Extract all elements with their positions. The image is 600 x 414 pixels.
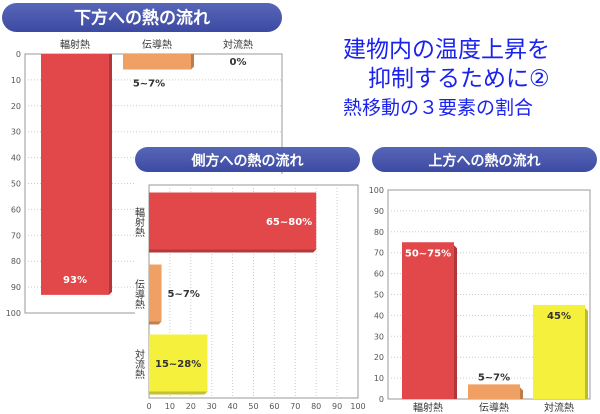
category-label: 輻射熱	[60, 38, 90, 51]
tick-label: 90	[374, 207, 384, 216]
chart-title-pill	[2, 3, 282, 32]
heading-line-3: 熱移動の３要素の割合	[343, 97, 534, 119]
bar-side	[585, 307, 588, 399]
bar	[149, 334, 208, 392]
tick-label: 100	[369, 186, 384, 195]
tick-label: 20	[186, 402, 196, 411]
tick-label: 0	[379, 395, 384, 404]
chart-title: 上方への熱の流れ	[429, 153, 541, 170]
bar	[468, 384, 520, 399]
bar	[123, 54, 191, 70]
bar-side	[109, 54, 112, 295]
value-label: 45%	[547, 311, 571, 322]
chart-title-pill	[372, 147, 597, 172]
value-label: 65~80%	[266, 217, 312, 228]
bar-side	[520, 387, 523, 399]
heading-line-2: 抑制するために②	[368, 66, 550, 92]
tick-label: 20	[11, 102, 21, 111]
bar	[149, 192, 317, 250]
tick-label: 80	[311, 402, 321, 411]
tick-label: 10	[165, 402, 175, 411]
tick-label: 60	[374, 270, 384, 279]
chart-2: 側方への熱の流れ 0 10 20 30 40 50 60 70 80 90 100 輻射熱 65~80% 伝…	[133, 147, 366, 411]
tick-label: 40	[11, 154, 21, 163]
tick-label: 40	[228, 402, 238, 411]
bar-shadow	[149, 249, 317, 253]
chart-3: 上方への熱の流れ 0 10 20 30 40 50 60 70 80 90 100 輻射熱 50~75% 伝…	[369, 147, 598, 414]
category-label: 輻射熱	[133, 207, 145, 237]
value-label: 0%	[230, 57, 247, 68]
tick-label: 70	[290, 402, 300, 411]
value-label: 5~7%	[478, 372, 510, 383]
tick-label: 40	[374, 311, 384, 320]
category-label: 対流熱	[133, 348, 145, 379]
value-label: 15~28%	[155, 359, 201, 370]
bar	[41, 54, 109, 295]
tick-label: 50	[11, 180, 21, 189]
value-label: 93%	[63, 275, 87, 286]
tick-label: 0	[16, 50, 21, 59]
tick-label: 10	[11, 76, 21, 85]
bar	[533, 304, 585, 399]
tick-label: 60	[269, 402, 279, 411]
value-label: 5~7%	[168, 289, 200, 300]
tick-label: 70	[11, 231, 21, 240]
tick-label: 80	[374, 228, 384, 237]
chart-title-pill	[135, 147, 360, 172]
category-label: 伝導熱	[142, 38, 172, 51]
bar-shadow	[149, 321, 162, 325]
category-label: 対流熱	[544, 401, 574, 414]
value-label: 5~7%	[133, 79, 165, 90]
tick-label: 30	[207, 402, 217, 411]
tick-label: 100	[6, 309, 21, 318]
tick-label: 80	[11, 257, 21, 266]
chart-title: 側方への熱の流れ	[191, 153, 304, 170]
bar	[402, 242, 454, 399]
category-label: 輻射熱	[413, 401, 443, 414]
value-label: 50~75%	[405, 248, 451, 259]
category-label: 伝導熱	[133, 279, 145, 309]
chart-title: 下方への熱の流れ	[74, 8, 210, 29]
tick-label: 70	[374, 249, 384, 258]
tick-label: 60	[11, 205, 21, 214]
heading-line-1: 建物内の温度上昇を	[343, 37, 550, 63]
category-label: 対流熱	[223, 38, 253, 51]
bar-shadow	[149, 391, 208, 395]
tick-label: 50	[374, 291, 384, 300]
tick-label: 30	[11, 128, 21, 137]
tick-label: 0	[146, 402, 151, 411]
tick-label: 100	[350, 402, 365, 411]
tick-label: 50	[248, 402, 258, 411]
bar-side	[191, 54, 194, 70]
category-label: 伝導熱	[479, 401, 509, 414]
bar	[149, 264, 162, 322]
tick-label: 10	[374, 374, 384, 383]
tick-label: 30	[374, 332, 384, 341]
tick-label: 90	[11, 283, 21, 292]
tick-label: 20	[374, 353, 384, 362]
tick-label: 90	[332, 402, 342, 411]
bar-side	[454, 245, 457, 399]
